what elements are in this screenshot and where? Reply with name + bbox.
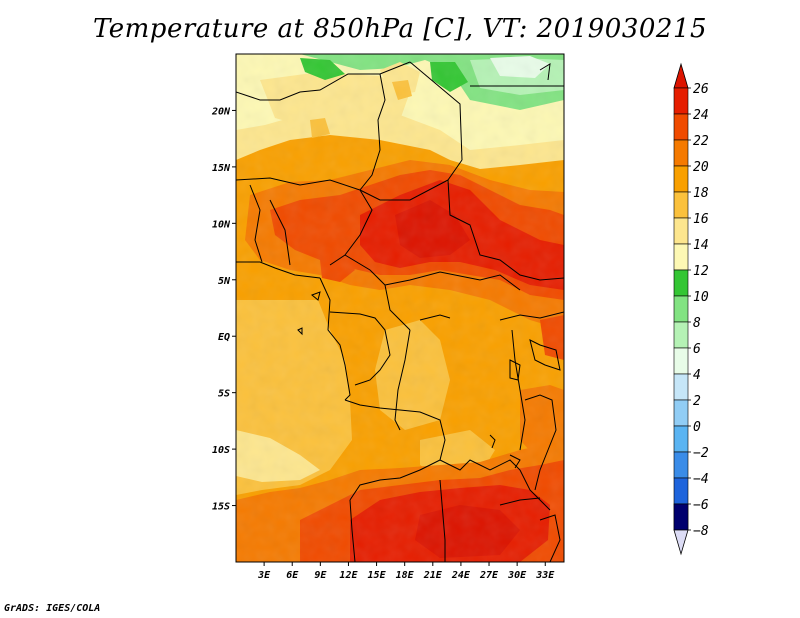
- map-title: Temperature at 850hPa [C], VT: 201903021…: [92, 14, 708, 44]
- colorbar-swatch: [673, 477, 689, 505]
- lat-tick-label: EQ: [218, 332, 230, 343]
- longitude-axis: 3E 6E 9E 12E 15E 18E 21E 24E 27E 30E 33E: [257, 562, 555, 581]
- lon-tick-label: 15E: [368, 570, 387, 581]
- lat-tick-label: 15N: [212, 163, 231, 174]
- colorbar-swatch: [673, 399, 689, 427]
- country-borders: [236, 61, 564, 562]
- colorbar-label: 26: [693, 82, 709, 97]
- lon-tick-label: 27E: [479, 570, 499, 581]
- colorbar-label: 10: [693, 290, 709, 305]
- colorbar-swatch: [673, 113, 689, 141]
- colorbar-swatch: [673, 321, 689, 349]
- lon-tick-label: 3E: [257, 570, 271, 581]
- colorbar-label: −8: [693, 524, 709, 539]
- colorbar-label: 22: [693, 134, 709, 149]
- colorbar-bottom-arrow: [673, 529, 689, 556]
- lon-tick-label: 18E: [396, 570, 415, 581]
- colorbar-label: 2: [693, 394, 701, 409]
- colorbar-label: 24: [693, 108, 709, 123]
- colorbar-swatch: [673, 373, 689, 401]
- lat-tick-label: 5S: [218, 389, 230, 400]
- lon-tick-label: 6E: [286, 570, 299, 581]
- lat-tick-label: 15S: [212, 502, 230, 513]
- colorbar-swatch: [673, 503, 689, 531]
- colorbar-label: 6: [693, 342, 701, 357]
- colorbar-swatch: [673, 87, 689, 115]
- colorbar-swatch: [673, 347, 689, 375]
- colorbar-swatch: [673, 295, 689, 323]
- colorbar-swatch: [673, 269, 689, 297]
- lat-tick-label: 5N: [218, 276, 231, 287]
- colorbar-label: −4: [693, 472, 709, 487]
- colorbar-label: −2: [693, 446, 709, 461]
- lat-tick-label: 10N: [212, 219, 231, 230]
- lon-tick-label: 21E: [423, 570, 443, 581]
- colorbar-swatch: [673, 139, 689, 167]
- colorbar-label: 14: [693, 238, 709, 253]
- colorbar-label: −6: [693, 498, 709, 513]
- colorbar-top-arrow: [673, 62, 689, 89]
- latitude-axis: 20N 15N 10N 5N EQ 5S 10S 15S: [211, 106, 236, 513]
- grads-credit: GrADS: IGES/COLA: [4, 603, 101, 614]
- lon-tick-label: 12E: [339, 570, 358, 581]
- colorbar-label: 16: [693, 212, 709, 227]
- colorbar-label: 4: [693, 368, 701, 383]
- colorbar-swatch: [673, 425, 689, 453]
- colorbar-label: 18: [693, 186, 709, 201]
- map-frame: [235, 53, 565, 563]
- map-field: [236, 54, 564, 562]
- colorbar-swatch: [673, 165, 689, 193]
- lon-tick-label: 30E: [507, 570, 527, 581]
- lat-tick-label: 10S: [212, 445, 230, 456]
- colorbar-swatch: [673, 451, 689, 479]
- lon-tick-label: 33E: [535, 570, 555, 581]
- colorbar-label: 8: [693, 316, 701, 331]
- colorbar-swatch: [673, 217, 689, 245]
- colorbar-label: 12: [693, 264, 709, 279]
- colorbar-label: 0: [693, 420, 701, 435]
- colorbar-swatch: [673, 243, 689, 271]
- lat-tick-label: 20N: [211, 106, 231, 117]
- colorbar-swatch: [673, 191, 689, 219]
- colorbar-label: 20: [693, 160, 709, 175]
- lon-tick-label: 9E: [314, 570, 327, 581]
- lon-tick-label: 24E: [451, 570, 471, 581]
